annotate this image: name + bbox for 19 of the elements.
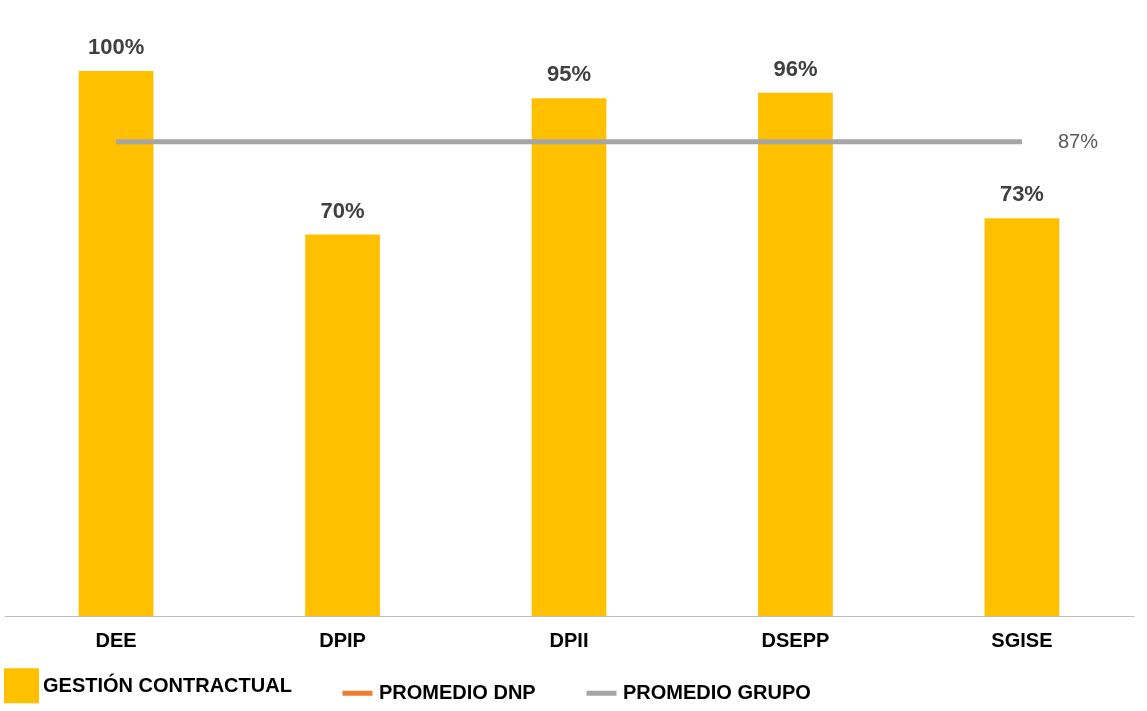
legend-label: PROMEDIO GRUPO (623, 681, 811, 704)
data-label: 95% (546, 61, 592, 87)
legend-label: GESTIÓN CONTRACTUAL (43, 672, 292, 696)
legend-label: PROMEDIO DNP (379, 681, 536, 704)
x-tick-label: DPII (549, 628, 589, 651)
bar (305, 234, 380, 616)
bar (78, 71, 154, 616)
data-label: 96% (773, 55, 818, 81)
bar (984, 218, 1060, 616)
data-label: 73% (999, 181, 1044, 207)
data-label: 70% (320, 197, 365, 223)
bar (531, 98, 607, 616)
x-tick-label: DPIP (319, 628, 366, 651)
x-tick-label: SGISE (991, 628, 1053, 651)
bar (758, 92, 833, 616)
data-label: 87% (1057, 129, 1099, 152)
x-tick-label: DSEPP (761, 628, 830, 651)
data-label: 100% (87, 34, 145, 59)
x-tick-label: DEE (95, 628, 137, 651)
